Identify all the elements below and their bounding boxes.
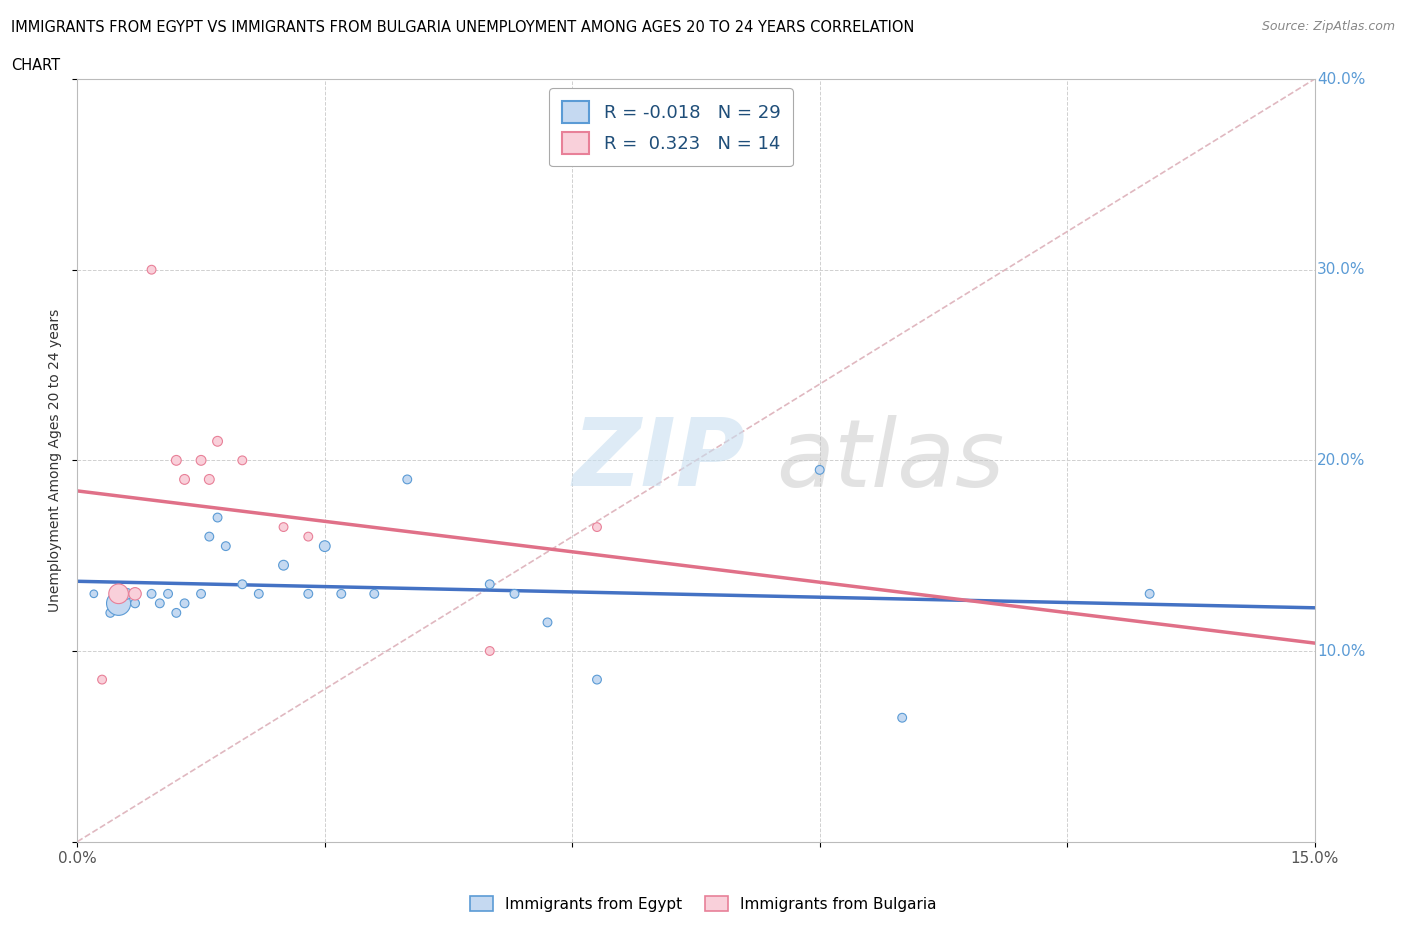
Point <box>107 587 129 602</box>
Point <box>396 472 419 487</box>
Text: Source: ZipAtlas.com: Source: ZipAtlas.com <box>1261 20 1395 33</box>
Legend: R = -0.018   N = 29, R =  0.323   N = 14: R = -0.018 N = 29, R = 0.323 N = 14 <box>550 88 793 166</box>
Point <box>198 472 221 487</box>
Text: 30.0%: 30.0% <box>1317 262 1365 277</box>
Point <box>173 472 195 487</box>
Point <box>891 711 914 725</box>
Text: atlas: atlas <box>776 415 1005 506</box>
Point <box>91 672 114 687</box>
Point <box>173 596 195 611</box>
Point <box>207 510 229 525</box>
Point <box>503 587 526 602</box>
Point <box>586 672 609 687</box>
Point <box>83 587 105 602</box>
Point <box>478 644 501 658</box>
Point <box>124 587 146 602</box>
Point <box>98 605 121 620</box>
Point <box>198 529 221 544</box>
Point <box>231 577 253 591</box>
Point <box>273 520 295 535</box>
Text: IMMIGRANTS FROM EGYPT VS IMMIGRANTS FROM BULGARIA UNEMPLOYMENT AMONG AGES 20 TO : IMMIGRANTS FROM EGYPT VS IMMIGRANTS FROM… <box>11 20 915 35</box>
Point <box>141 587 163 602</box>
Text: ZIP: ZIP <box>572 415 745 506</box>
Point <box>536 615 558 630</box>
Point <box>247 587 270 602</box>
Point <box>157 587 180 602</box>
Point <box>586 520 609 535</box>
Point <box>231 453 253 468</box>
Text: 10.0%: 10.0% <box>1317 644 1365 658</box>
Point <box>273 558 295 573</box>
Text: CHART: CHART <box>11 58 60 73</box>
Legend: Immigrants from Egypt, Immigrants from Bulgaria: Immigrants from Egypt, Immigrants from B… <box>464 889 942 918</box>
Point <box>165 453 187 468</box>
Point <box>215 538 238 553</box>
Text: 20.0%: 20.0% <box>1317 453 1365 468</box>
Point <box>149 596 172 611</box>
Point <box>297 529 319 544</box>
Point <box>115 587 138 602</box>
Point <box>363 587 385 602</box>
Point <box>165 605 187 620</box>
Y-axis label: Unemployment Among Ages 20 to 24 years: Unemployment Among Ages 20 to 24 years <box>48 309 62 612</box>
Point <box>124 596 146 611</box>
Point <box>190 587 212 602</box>
Point <box>141 262 163 277</box>
Point <box>808 462 831 477</box>
Point <box>330 587 353 602</box>
Point <box>314 538 336 553</box>
Point <box>190 453 212 468</box>
Point <box>107 596 129 611</box>
Point <box>297 587 319 602</box>
Point <box>207 433 229 449</box>
Text: 40.0%: 40.0% <box>1317 72 1365 86</box>
Point <box>1139 587 1161 602</box>
Point <box>478 577 501 591</box>
